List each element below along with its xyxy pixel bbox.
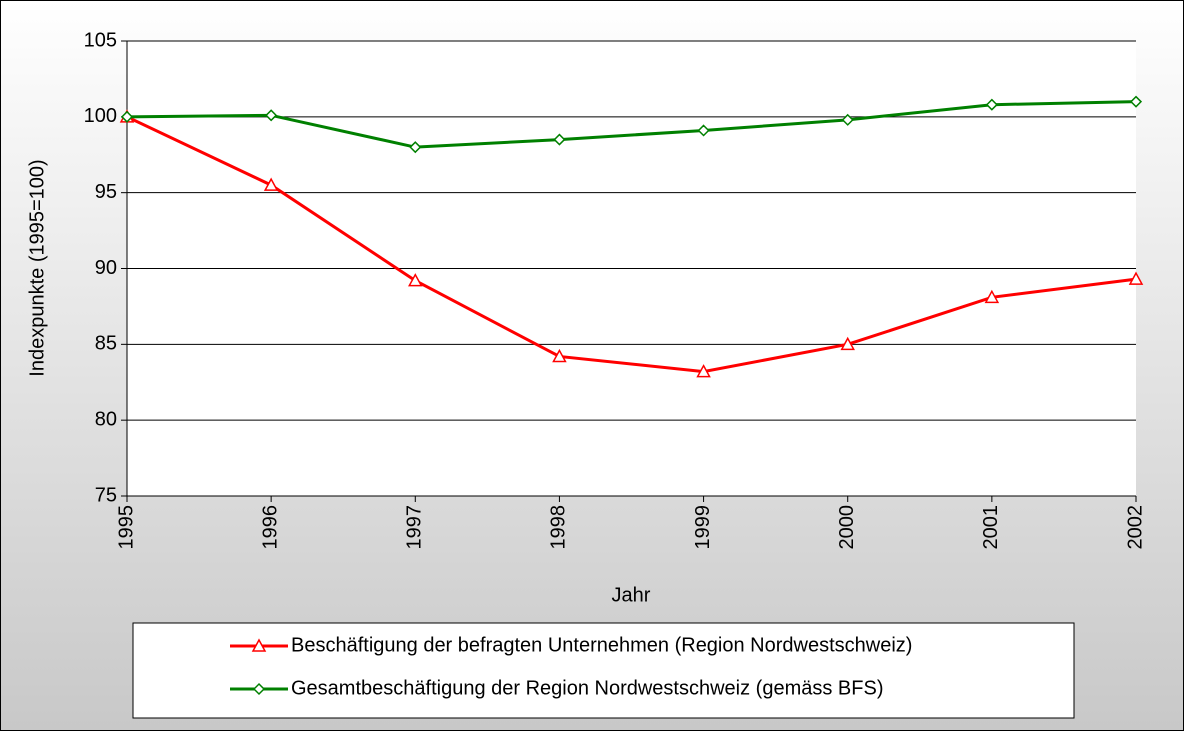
x-tick-label: 2000 — [836, 505, 858, 550]
y-tick-label: 100 — [84, 105, 117, 127]
x-tick-label: 1997 — [404, 505, 426, 550]
marker — [984, 289, 1000, 304]
marker — [552, 348, 567, 363]
marker — [697, 124, 710, 137]
legend — [132, 622, 1075, 719]
marker — [252, 682, 266, 696]
x-tick-label: 1995 — [115, 505, 137, 550]
y-tick-label: 105 — [84, 29, 117, 51]
marker — [408, 273, 423, 287]
x-tick-label: 1999 — [692, 505, 714, 550]
marker — [409, 141, 422, 154]
marker — [265, 109, 278, 122]
y-tick-label: 75 — [95, 484, 117, 506]
x-tick-label: 2002 — [1124, 505, 1146, 550]
legend-label: Beschäftigung der befragten Unternehmen … — [291, 634, 912, 656]
marker — [1128, 271, 1144, 285]
y-tick-label: 95 — [95, 181, 117, 203]
series-line — [126, 100, 1137, 149]
marker — [120, 110, 134, 123]
marker — [985, 98, 998, 111]
x-axis-title: Jahr — [612, 584, 651, 606]
marker — [263, 177, 279, 191]
legend-label: Gesamtbeschäftigung der Region Nordwests… — [291, 677, 883, 699]
marker — [553, 133, 566, 146]
marker — [251, 638, 267, 652]
marker — [1129, 95, 1143, 108]
x-tick-label: 2001 — [980, 505, 1002, 550]
y-axis-title: Indexpunkte (1995=100) — [26, 159, 48, 376]
marker — [696, 364, 711, 378]
y-tick-label: 85 — [95, 333, 117, 355]
x-tick-label: 1998 — [548, 505, 570, 550]
marker — [841, 113, 854, 126]
x-tick-label: 1996 — [259, 505, 281, 550]
y-tick-label: 90 — [95, 257, 117, 279]
marker — [840, 336, 855, 351]
series-line — [126, 115, 1137, 374]
y-tick-label: 80 — [95, 408, 117, 430]
